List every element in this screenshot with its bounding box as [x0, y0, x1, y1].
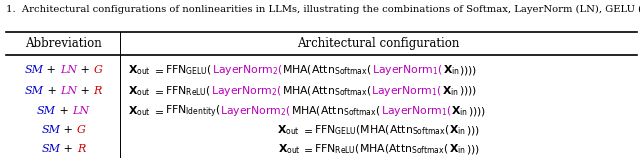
Text: $\mathrm{MHA}(\mathrm{Attn}_{\mathrm{Softmax}}($: $\mathrm{MHA}(\mathrm{Attn}_{\mathrm{Sof… [282, 84, 371, 98]
Text: $\mathbf{X}_{\mathrm{in}}$: $\mathbf{X}_{\mathrm{in}}$ [442, 84, 459, 98]
Text: $))))$: $))))$ [468, 105, 486, 118]
Text: +: + [56, 106, 72, 116]
Text: $\mathrm{LayerNorm}_{2}($: $\mathrm{LayerNorm}_{2}($ [211, 84, 282, 98]
Text: $\mathbf{X}_{\mathrm{out}}$: $\mathbf{X}_{\mathrm{out}}$ [128, 84, 151, 98]
Text: $\mathrm{LayerNorm}_{2}($: $\mathrm{LayerNorm}_{2}($ [220, 104, 291, 118]
Text: $)))$: $)))$ [466, 143, 479, 156]
Text: $\mathrm{LayerNorm}_{2}($: $\mathrm{LayerNorm}_{2}($ [212, 63, 282, 77]
Text: Architectural configuration: Architectural configuration [298, 37, 460, 50]
Text: $\,=\,$: $\,=\,$ [300, 144, 314, 154]
Text: $\,=\,$: $\,=\,$ [151, 106, 164, 116]
Text: SM: SM [24, 65, 44, 75]
Text: SM: SM [42, 144, 61, 154]
Text: SM: SM [37, 106, 56, 116]
Text: $\mathrm{MHA}(\mathrm{Attn}_{\mathrm{Softmax}}($: $\mathrm{MHA}(\mathrm{Attn}_{\mathrm{Sof… [282, 64, 372, 77]
Text: LN: LN [60, 86, 77, 96]
Text: $\mathbf{X}_{\mathrm{in}}$: $\mathbf{X}_{\mathrm{in}}$ [443, 63, 460, 77]
Text: $\mathbf{X}_{\mathrm{out}}$: $\mathbf{X}_{\mathrm{out}}$ [128, 104, 151, 118]
Text: 1.  Architectural configurations of nonlinearities in LLMs, illustrating the com: 1. Architectural configurations of nonli… [6, 5, 640, 14]
Text: $\mathrm{LayerNorm}_{1}($: $\mathrm{LayerNorm}_{1}($ [372, 63, 443, 77]
Text: $\mathbf{X}_{\mathrm{out}}$: $\mathbf{X}_{\mathrm{out}}$ [277, 123, 300, 137]
Text: $\mathbf{X}_{\mathrm{in}}$: $\mathbf{X}_{\mathrm{in}}$ [451, 104, 468, 118]
Text: $\mathrm{FFN}_{\mathrm{ReLU}}(\mathrm{MHA}(\mathrm{Attn}_{\mathrm{Softmax}}($: $\mathrm{FFN}_{\mathrm{ReLU}}(\mathrm{MH… [314, 143, 449, 156]
Text: $\mathrm{MHA}(\mathrm{Attn}_{\mathrm{Softmax}}($: $\mathrm{MHA}(\mathrm{Attn}_{\mathrm{Sof… [291, 105, 381, 118]
Text: $)))$: $)))$ [466, 124, 480, 137]
Text: +: + [44, 65, 60, 75]
Text: +: + [77, 86, 93, 96]
Text: +: + [61, 144, 77, 154]
Text: G: G [93, 65, 102, 75]
Text: LN: LN [60, 65, 77, 75]
Text: $\mathbf{X}_{\mathrm{in}}$: $\mathbf{X}_{\mathrm{in}}$ [449, 123, 466, 137]
Text: $\mathbf{X}_{\mathrm{out}}$: $\mathbf{X}_{\mathrm{out}}$ [128, 63, 151, 77]
Text: SM: SM [41, 125, 60, 135]
Text: SM: SM [25, 86, 44, 96]
Text: +: + [77, 65, 93, 75]
Text: $\,=\,$: $\,=\,$ [151, 86, 164, 96]
Text: $))))$: $))))$ [460, 64, 477, 77]
Text: G: G [77, 125, 86, 135]
Text: $\mathrm{FFN}_{\mathrm{GELU}}($: $\mathrm{FFN}_{\mathrm{GELU}}($ [164, 64, 212, 77]
Text: $\mathrm{LayerNorm}_{1}($: $\mathrm{LayerNorm}_{1}($ [381, 104, 451, 118]
Text: R: R [93, 86, 102, 96]
Text: LN: LN [72, 106, 90, 116]
Text: $\mathrm{FFN}_{\mathrm{GELU}}(\mathrm{MHA}(\mathrm{Attn}_{\mathrm{Softmax}}($: $\mathrm{FFN}_{\mathrm{GELU}}(\mathrm{MH… [314, 124, 449, 137]
Text: $\mathbf{X}_{\mathrm{in}}$: $\mathbf{X}_{\mathrm{in}}$ [449, 142, 466, 156]
Text: Abbreviation: Abbreviation [25, 37, 102, 50]
Text: R: R [77, 144, 85, 154]
Text: $\mathrm{LayerNorm}_{1}($: $\mathrm{LayerNorm}_{1}($ [371, 84, 442, 98]
Text: $))))$: $))))$ [459, 84, 477, 97]
Text: $\mathbf{X}_{\mathrm{out}}$: $\mathbf{X}_{\mathrm{out}}$ [278, 142, 300, 156]
Text: $\mathrm{FFN}_{\mathrm{Identity}}($: $\mathrm{FFN}_{\mathrm{Identity}}($ [164, 103, 220, 120]
Text: $\,=\,$: $\,=\,$ [300, 125, 314, 135]
Text: +: + [44, 86, 60, 96]
Text: +: + [60, 125, 77, 135]
Text: $\,=\,$: $\,=\,$ [151, 65, 164, 75]
Text: $\mathrm{FFN}_{\mathrm{ReLU}}($: $\mathrm{FFN}_{\mathrm{ReLU}}($ [164, 84, 211, 98]
